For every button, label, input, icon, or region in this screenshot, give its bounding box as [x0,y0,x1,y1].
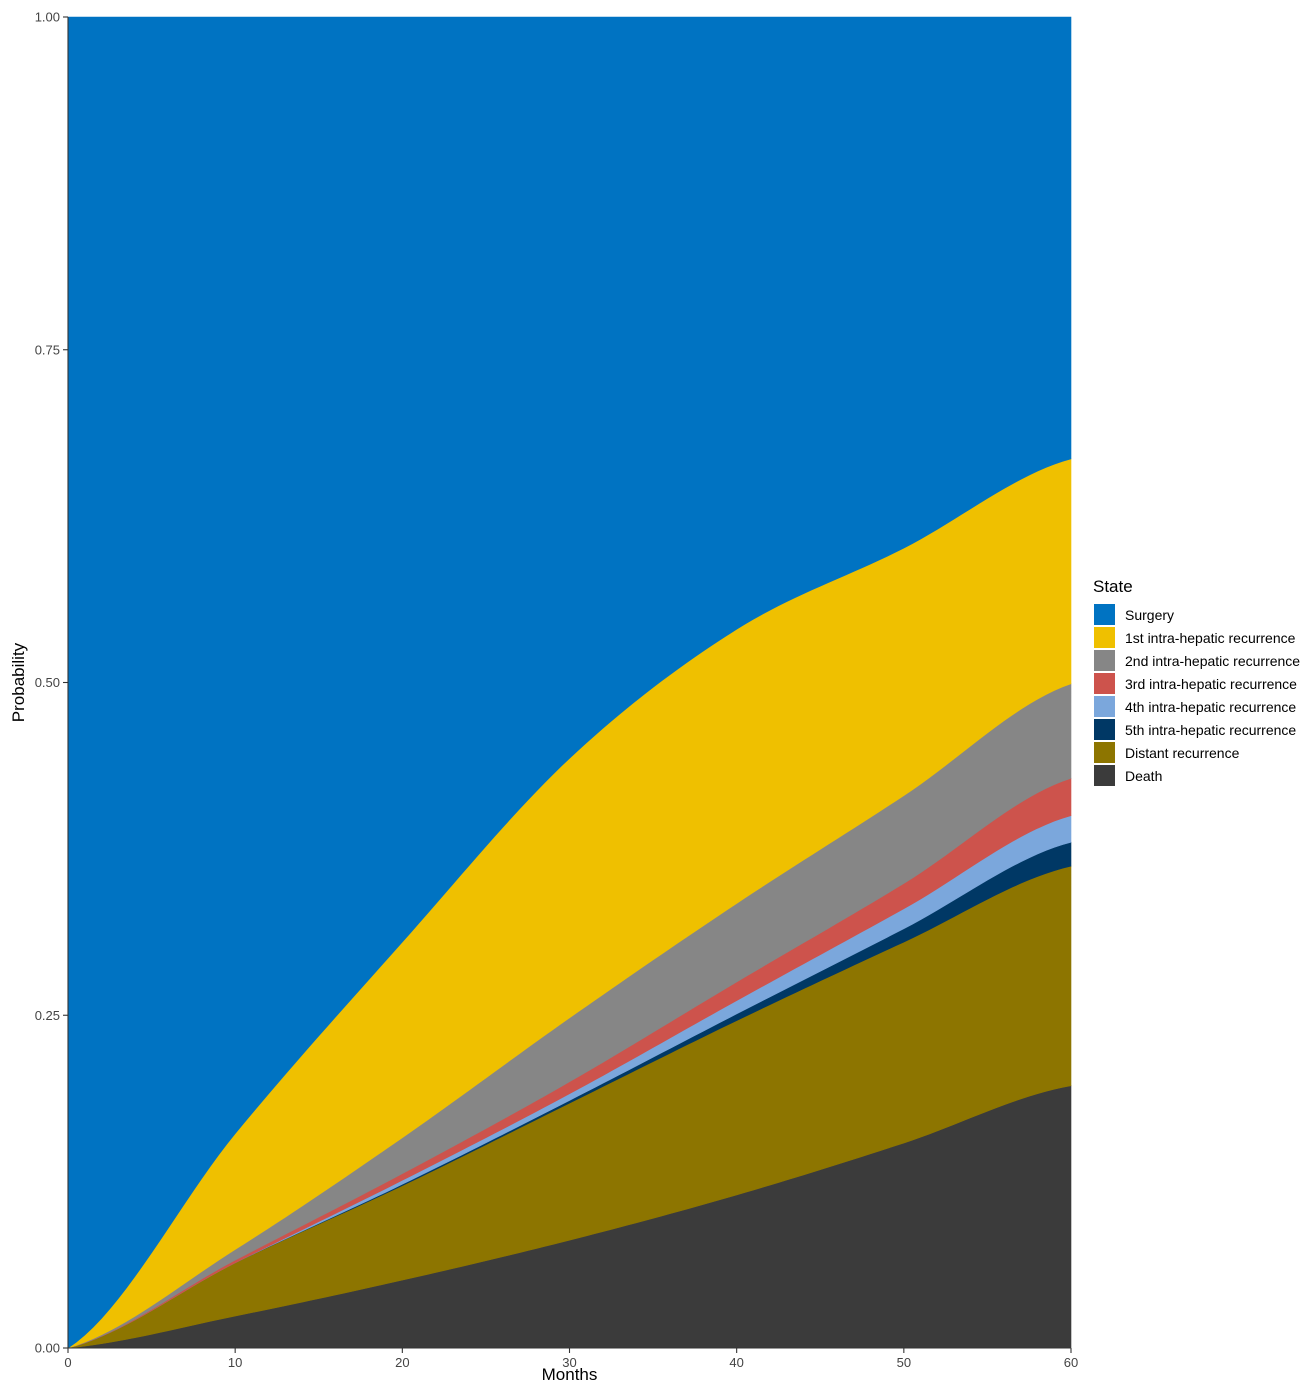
legend-key [1094,742,1115,763]
legend-label: Death [1125,768,1162,784]
area-surgery [67,16,1072,1349]
legend-label: 5th intra-hepatic recurrence [1125,722,1296,738]
legend-key [1094,673,1115,694]
legend-key [1094,719,1115,740]
legend-key [1094,696,1115,717]
y-tick-label: 0.75 [35,342,60,357]
legend-label: 1st intra-hepatic recurrence [1125,630,1296,646]
y-tick-label: 1.00 [35,10,60,25]
x-tick-label: 60 [1064,1355,1078,1370]
legend-label: Distant recurrence [1125,745,1240,761]
legend-title: State [1093,577,1133,596]
legend-label: Surgery [1125,607,1174,623]
x-tick-label: 30 [562,1355,576,1370]
axes: 0 10 20 30 40 50 60 0.00 0.25 0.50 0.75 1.00 [35,10,1079,1371]
legend-key [1094,627,1115,648]
y-tick-label: 0.00 [35,1341,60,1356]
legend-label: 4th intra-hepatic recurrence [1125,699,1296,715]
x-tick-label: 40 [729,1355,743,1370]
x-tick-label: 50 [897,1355,911,1370]
y-axis-title: Probability [9,642,28,722]
legend: State Surgery 1st intra-hepatic recurrenc… [1093,577,1300,786]
x-tick-label: 0 [64,1355,71,1370]
legend-label: 3rd intra-hepatic recurrence [1125,676,1297,692]
legend-key [1094,650,1115,671]
legend-key [1094,765,1115,786]
legend-label: 2nd intra-hepatic recurrence [1125,653,1300,669]
y-tick-label: 0.50 [35,675,60,690]
x-axis-title: Months [542,1365,598,1384]
legend-key [1094,604,1115,625]
y-tick-label: 0.25 [35,1008,60,1023]
x-tick-label: 20 [395,1355,409,1370]
x-tick-label: 10 [228,1355,242,1370]
area-layers [67,16,1072,1349]
